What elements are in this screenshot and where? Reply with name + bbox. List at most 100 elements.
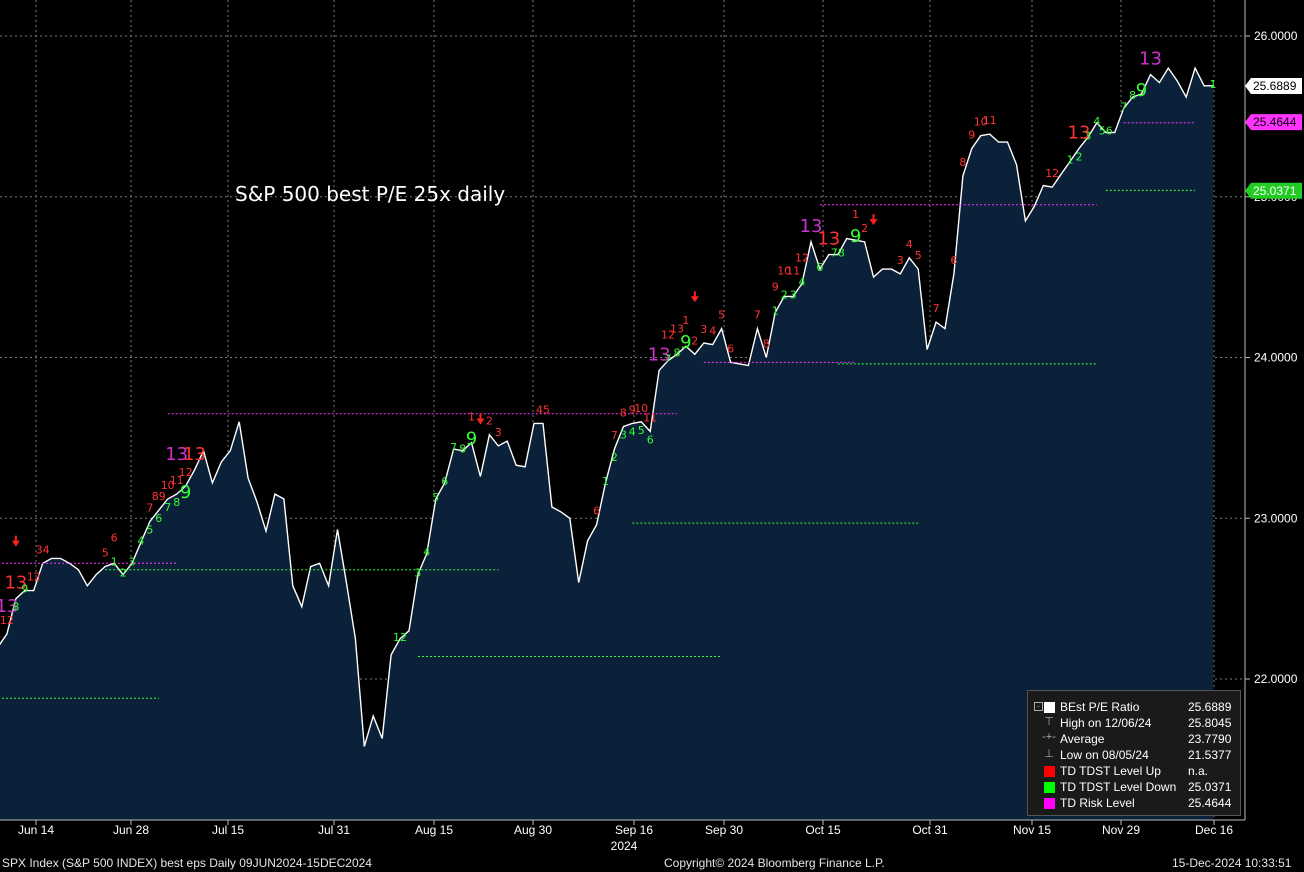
td-count-label: 4 [423, 546, 430, 559]
td-count-label: 5 [718, 309, 725, 322]
td-count-label: 1 [1210, 78, 1217, 91]
td-count-label: 1 [772, 305, 779, 318]
td-count-label: 13 [183, 444, 206, 465]
legend-glyph-icon: -+- [1042, 731, 1056, 743]
td-count-label: 12 [27, 571, 41, 584]
td-count-label: 1 [682, 314, 689, 327]
td-arrow-icon [690, 291, 699, 303]
td-count-label: 3 [414, 567, 421, 580]
td-count-label: 7 [1120, 100, 1127, 113]
td-count-label: 12 [0, 614, 14, 627]
legend-row: TD TDST Level Down 25.0371 [1028, 779, 1240, 795]
td-count-label: 4 [799, 276, 806, 289]
td-count-label: 11 [170, 474, 184, 487]
x-tick-label: Jun 28 [113, 823, 149, 837]
legend-glyph-icon: ⊥ [1044, 748, 1054, 760]
legend-label: Low on 08/05/24 [1060, 748, 1149, 762]
td-count-label: 8 [459, 443, 466, 456]
td-count-label: 8 [959, 156, 966, 169]
td-count-label: 6 [441, 475, 448, 488]
td-levels [0, 122, 1196, 699]
x-tick-label: Jul 15 [212, 823, 244, 837]
legend-row: -+- Average 23.7790 [1028, 731, 1240, 747]
td-count-label: 8 [763, 338, 770, 351]
legend-row: ⊥ Low on 08/05/24 21.5377 [1028, 747, 1240, 763]
legend-row: BEst P/E Ratio 25.6889 [1028, 699, 1240, 715]
legend-label: Average [1060, 732, 1105, 746]
footer-source: SPX Index (S&P 500 INDEX) best eps Daily… [2, 856, 372, 870]
series-line [0, 66, 1213, 747]
td-count-label: 7 [146, 502, 153, 515]
td-count-label: 6 [816, 261, 823, 274]
td-count-label: 10 [777, 264, 791, 277]
td-count-label: 2 [120, 567, 127, 580]
x-year-label: 2024 [611, 839, 638, 853]
td-count-label: 13 [165, 444, 188, 465]
legend-row: TD TDST Level Up n.a. [1028, 763, 1240, 779]
legend-swatch [1044, 798, 1055, 809]
td-count-label: 9 [629, 403, 636, 416]
x-tick-label: Aug 30 [514, 823, 552, 837]
td-arrow-icon [476, 413, 485, 425]
legend-label: TD Risk Level [1060, 796, 1135, 810]
x-tick-label: Nov 15 [1013, 823, 1051, 837]
td-count-label: 7 [611, 429, 618, 442]
legend-swatch [1044, 702, 1055, 713]
td-count-label: 6 [593, 505, 600, 518]
risk-level-tag-bg [1245, 114, 1302, 131]
legend-swatch [1044, 782, 1055, 793]
td-count-label: 9 [772, 281, 779, 294]
td-count-label: 2 [781, 288, 788, 301]
td-count-label: 3 [1084, 129, 1091, 142]
td-count-label: 7 [754, 309, 761, 322]
td-count-label: 12 [1045, 167, 1059, 180]
td-count-label: 2 [1076, 151, 1083, 164]
td-count-label: 9 [466, 429, 477, 450]
td-count-label: 13 [1068, 123, 1091, 144]
legend-label: TD TDST Level Down [1060, 780, 1177, 794]
td-count-label: 56 [1099, 125, 1113, 138]
legend-label: BEst P/E Ratio [1060, 700, 1140, 714]
x-tick-label: Aug 15 [415, 823, 453, 837]
x-tick-label: Dec 16 [1195, 823, 1233, 837]
td-count-label: 5 [146, 524, 153, 537]
legend-glyph-icon: ⊤ [1044, 716, 1054, 728]
td-count-label: 7 [450, 441, 457, 454]
td-count-label: 1 [602, 475, 609, 488]
td-count-label: 4 [1093, 115, 1100, 128]
td-count-label: 9 [680, 332, 691, 353]
td-count-label: 6 [647, 433, 654, 446]
x-tick-label: Oct 15 [805, 823, 841, 837]
legend-row: ⊤ High on 12/06/24 25.8045 [1028, 715, 1240, 731]
legend-swatch [1044, 766, 1055, 777]
td-count-label: 9 [180, 482, 191, 503]
legend-value: 25.4644 [1188, 796, 1232, 810]
td-count-label: 9 [21, 583, 28, 596]
td-count-label: 13 [4, 573, 27, 594]
td-count-label: 12 [179, 466, 193, 479]
series-area [0, 66, 1213, 820]
td-count-label: 5 [432, 491, 439, 504]
td-count-label: 2 [691, 334, 698, 347]
x-tick-label: Nov 29 [1102, 823, 1140, 837]
td-count-label: 2 [486, 415, 493, 428]
td-count-label: 9 [1136, 80, 1147, 101]
td-count-label: 7 [665, 353, 672, 366]
legend-collapse-icon[interactable]: - [1034, 702, 1043, 711]
footer-copyright: Copyright© 2024 Bloomberg Finance L.P. [664, 856, 885, 870]
td-count-label: 10 [634, 402, 648, 415]
td-count-label: 12 [393, 631, 407, 644]
last-value-tag-bg [1245, 78, 1302, 95]
td-count-label: 7 [164, 501, 171, 514]
td-count-label: 2 [861, 222, 868, 235]
y-tick-label: 22.0000 [1254, 672, 1298, 686]
td-count-label: 3 [129, 555, 136, 568]
x-tick-label: Jun 14 [18, 823, 54, 837]
chart-title: S&P 500 best P/E 25x daily [235, 182, 505, 206]
y-tick-label: 26.0000 [1254, 29, 1298, 43]
td-count-label: 8 [12, 601, 19, 614]
td-count-label: 6 [950, 254, 957, 267]
td-count-label: 9 [850, 226, 861, 247]
